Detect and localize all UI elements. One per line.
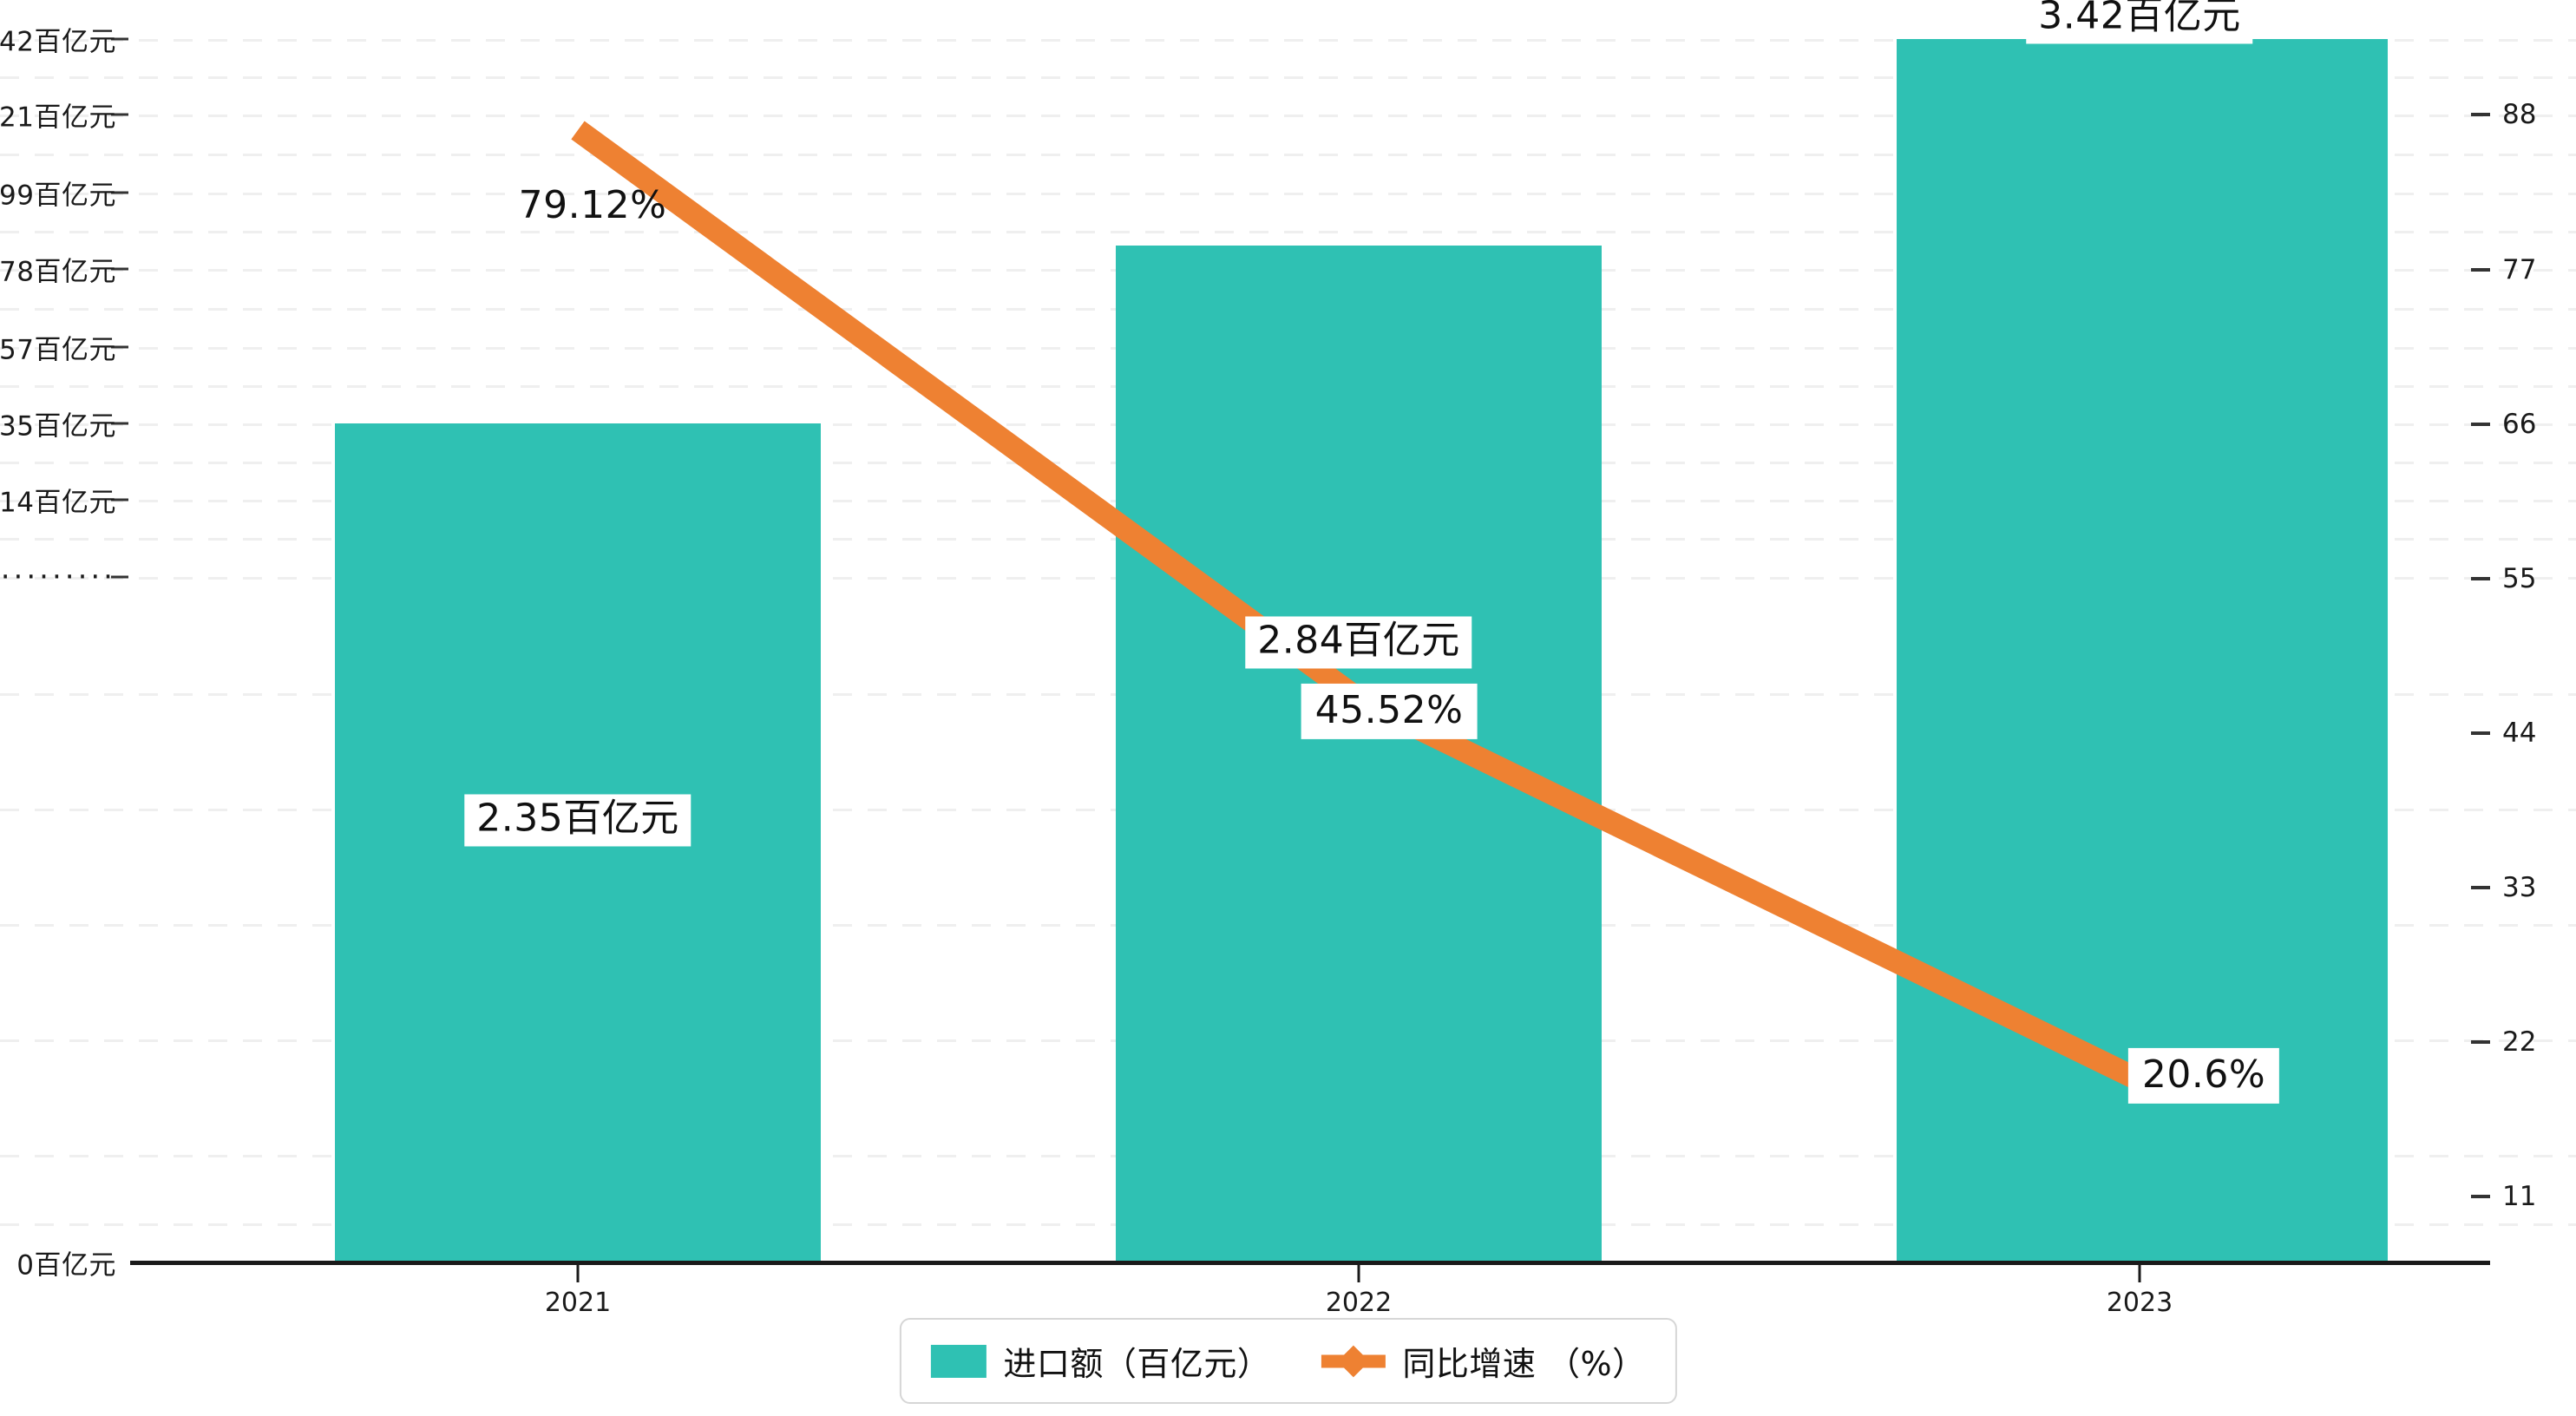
y-tick-right — [2471, 731, 2490, 735]
legend-diamond-marker — [1337, 1345, 1369, 1377]
y-axis-label-right: 11 — [2502, 1181, 2537, 1212]
y-axis-label-left-placeholder: ········· — [0, 560, 116, 594]
x-axis-label-2022: 2022 — [1325, 1288, 1393, 1318]
x-tick — [2138, 1265, 2141, 1282]
bar-value-label-2021: 2.35百亿元 — [464, 794, 692, 846]
y-tick-right — [2471, 577, 2490, 580]
legend-line-diamond-icon — [1321, 1345, 1386, 1378]
y-axis-label-left: 3.42百亿元 — [0, 26, 116, 58]
y-axis-label-right: 88 — [2502, 99, 2537, 130]
y-tick-left — [111, 498, 128, 502]
legend-label-growth-rate: 同比增速 （%） — [1402, 1345, 1646, 1383]
y-tick-left — [111, 345, 128, 349]
y-tick-left — [111, 113, 128, 116]
y-axis-label-left: 2.99百亿元 — [0, 180, 116, 212]
gridline — [0, 76, 2576, 79]
y-axis-label-left: 2.35百亿元 — [0, 410, 116, 442]
y-tick-left — [111, 575, 128, 579]
gridline — [0, 39, 2576, 42]
y-axis-label-right: 55 — [2502, 563, 2537, 594]
y-tick-right — [2471, 268, 2490, 272]
y-axis-label-left-zero: 0百亿元 — [16, 1249, 116, 1282]
bar-2022[interactable] — [1116, 246, 1602, 1262]
y-axis-label-left: 2.78百亿元 — [0, 256, 116, 288]
y-tick-left — [111, 422, 128, 425]
y-tick-left — [111, 37, 128, 41]
y-tick-right — [2471, 1040, 2490, 1044]
y-tick-right — [2471, 423, 2490, 426]
line-value-label-2021: 79.12% — [518, 182, 667, 227]
y-tick-right — [2471, 886, 2490, 889]
y-axis-label-left: 2.14百亿元 — [0, 487, 116, 519]
bar-value-label-2022: 2.84百亿元 — [1245, 616, 1472, 668]
y-tick-left — [111, 191, 128, 194]
y-axis-label-left: 2.57百亿元 — [0, 334, 116, 366]
y-tick-right — [2471, 1195, 2490, 1198]
bar-value-label-2023: 3.42百亿元 — [2026, 0, 2253, 43]
x-tick — [1357, 1265, 1360, 1282]
legend-label-import-amount: 进口额（百亿元） — [1003, 1345, 1271, 1383]
x-tick — [576, 1265, 580, 1282]
y-axis-label-right: 77 — [2502, 254, 2537, 285]
y-axis-label-right: 66 — [2502, 409, 2537, 440]
legend-square-icon — [930, 1344, 986, 1378]
line-value-label-2023: 20.6% — [2127, 1047, 2280, 1105]
x-axis-line — [130, 1261, 2490, 1265]
legend-item-growth-rate[interactable]: 同比增速 （%） — [1321, 1337, 1645, 1385]
y-tick-left — [111, 267, 128, 271]
line-value-label-2022: 45.52% — [1301, 683, 1478, 740]
chart-legend: 进口额（百亿元） 同比增速 （%） — [899, 1318, 1677, 1404]
y-axis-label-right: 22 — [2502, 1026, 2537, 1058]
y-axis-label-right: 33 — [2502, 872, 2537, 903]
y-axis-label-right: 44 — [2502, 718, 2537, 749]
legend-item-import-amount[interactable]: 进口额（百亿元） — [930, 1337, 1270, 1385]
x-axis-label-2023: 2023 — [2106, 1288, 2173, 1318]
y-axis-label-left: 3.21百亿元 — [0, 102, 116, 134]
x-axis-label-2021: 2021 — [544, 1288, 612, 1318]
gridline — [0, 115, 2576, 117]
y-tick-right — [2471, 113, 2490, 116]
